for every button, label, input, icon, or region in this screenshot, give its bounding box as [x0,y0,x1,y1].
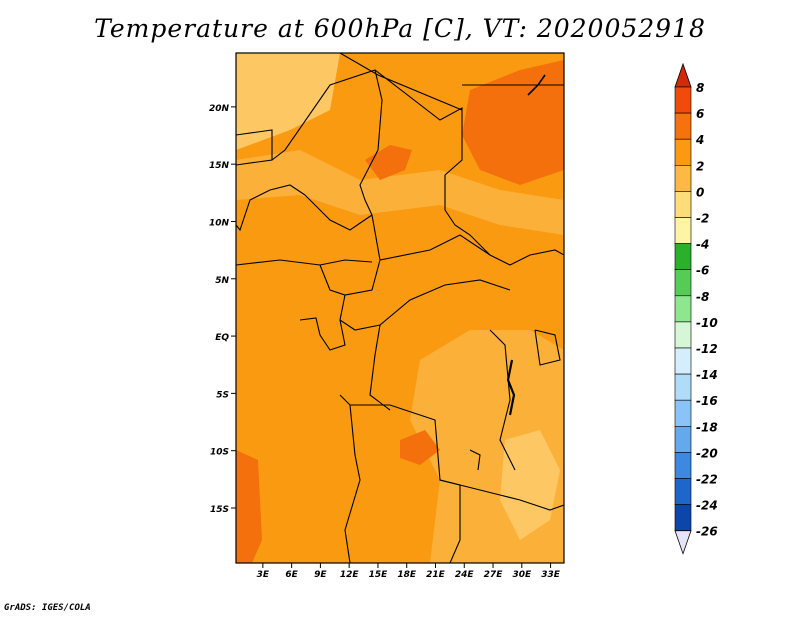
colorbar-swatch [674,243,692,271]
colorbar-swatch [674,321,692,349]
colorbar-swatch [674,425,692,453]
colorbar-label: -4 [696,238,709,252]
x-tick-label: 6E [285,570,298,580]
field-region [236,450,262,563]
colorbar-label: -26 [696,525,718,539]
y-tick-label: 10N [209,218,230,228]
border-line [519,499,564,511]
x-tick-label: 9E [314,570,327,580]
colorbar-label: 8 [696,81,704,95]
colorbar-swatch [674,191,692,218]
chart-title: Temperature at 600hPa [C], VT: 202005291… [94,14,706,43]
colorbar-swatch [674,373,692,401]
x-tick-label: 24E [455,570,475,580]
colorbar-top-arrow [674,62,692,88]
y-tick-label: 15N [209,161,230,171]
colorbar-label: -16 [696,394,718,408]
x-tick-label: 21E [426,570,446,580]
y-tick-label: 15S [210,505,229,515]
field-region [462,60,564,185]
border-line [339,394,461,563]
field-region [236,150,564,235]
field-region [236,53,340,150]
colorbar-swatch [674,217,692,244]
x-axis: 3E 6E 9E 12E 15E 18E 21E 24E 27E 30E 33E [257,563,561,580]
border-line [236,184,306,232]
border-line [369,324,391,411]
colorbar-label: -8 [696,290,709,304]
colorbar-label: -12 [696,342,718,356]
country-borders [236,53,564,563]
border-line [299,317,346,351]
y-tick-label: 20N [209,104,230,114]
border-line [304,194,373,231]
y-tick-label: 5S [216,390,229,400]
colorbar-label: -6 [696,264,709,278]
border-line [534,329,561,366]
colorbar-swatch [674,138,692,166]
x-tick-label: 3E [257,570,270,580]
colorbar-label: 6 [696,107,704,121]
x-tick-label: 12E [340,570,360,580]
lake-shore [506,359,516,416]
field-region [500,430,560,540]
x-tick-label: 33E [541,570,561,580]
colorbar-label: -18 [696,420,718,434]
colorbar-label: -20 [696,446,718,460]
border-line [439,479,521,501]
x-tick-label: 27E [484,570,504,580]
colorbar-swatch [674,504,692,532]
coast-line [527,74,546,96]
map-frame [235,52,565,564]
border-line [359,69,383,216]
colorbar-swatch [674,478,692,505]
colorbar-label: -10 [696,316,718,330]
x-tick-label: 30E [512,570,532,580]
colorbar-label: -24 [696,499,718,513]
field-region [365,145,412,180]
colorbar-swatch [674,452,692,479]
y-axis: 20N 15N 10N 5N EQ 5S 10S 15S [209,104,236,515]
y-tick-label: 10S [210,448,229,458]
border-line [339,53,463,111]
colorbar-swatch [674,399,692,427]
border-line [236,129,273,166]
colorbar-label: 4 [695,133,704,147]
colorbar-swatch [674,295,692,323]
grads-credit: GrADS: IGES/COLA [4,603,91,613]
border-line [469,449,481,471]
colorbar-bottom-arrow [674,530,692,555]
colorbar-swatch [674,165,692,192]
colorbar-label: -2 [696,212,709,226]
y-tick-label: EQ [215,333,229,343]
border-line [344,404,361,563]
field-region [400,430,440,465]
x-tick-label: 15E [369,570,389,580]
colorbar-label: 2 [696,159,704,173]
colorbar-swatch [674,112,692,140]
border-line [271,69,463,176]
colorbar-label: -14 [696,368,718,382]
colorbar-swatch [674,269,692,297]
colorbar-label: 0 [696,185,704,199]
x-tick-label: 18E [397,570,417,580]
border-line [371,214,491,261]
border-line [339,279,511,331]
y-tick-label: 5N [215,276,229,286]
colorbar-label: -22 [696,473,718,487]
colorbar-swatch [674,86,692,114]
colorbar-swatch [674,347,692,375]
border-line [489,329,516,471]
colorbar: 8 6 4 2 0 -2 -4 -6 -8 -10 -12 -14 -16 -18 -20 -22 -24 -26 [674,62,718,555]
